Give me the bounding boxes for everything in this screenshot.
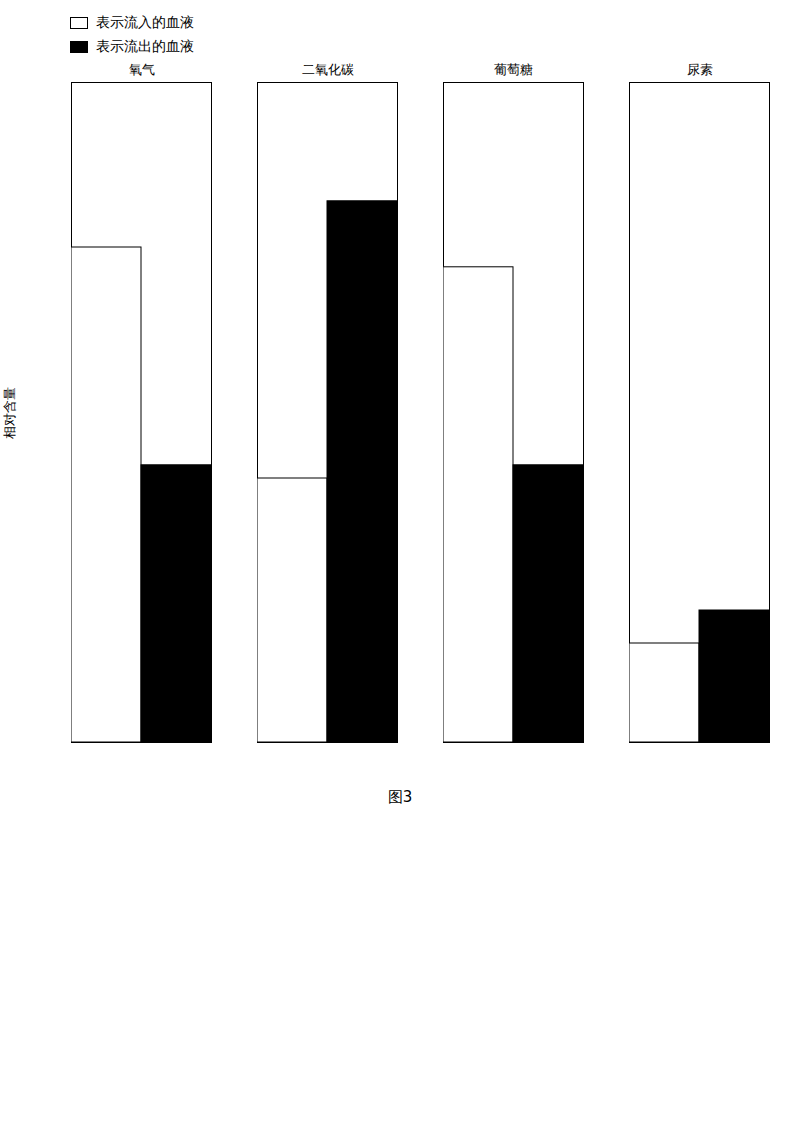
- svg-text:相对含量: 相对含量: [2, 387, 17, 439]
- html-text:表示流入的血液: 表示流入的血液: [96, 14, 194, 30]
- svg-text:葡萄糖: 葡萄糖: [494, 62, 533, 77]
- html-text:图3: 图3: [387, 788, 413, 806]
- svg-text:尿素: 尿素: [687, 62, 713, 77]
- svg-text:氧气: 氧气: [129, 62, 155, 77]
- html-text:表示流出的血液: 表示流出的血液: [96, 38, 194, 54]
- svg-text:二氧化碳: 二氧化碳: [302, 62, 354, 77]
